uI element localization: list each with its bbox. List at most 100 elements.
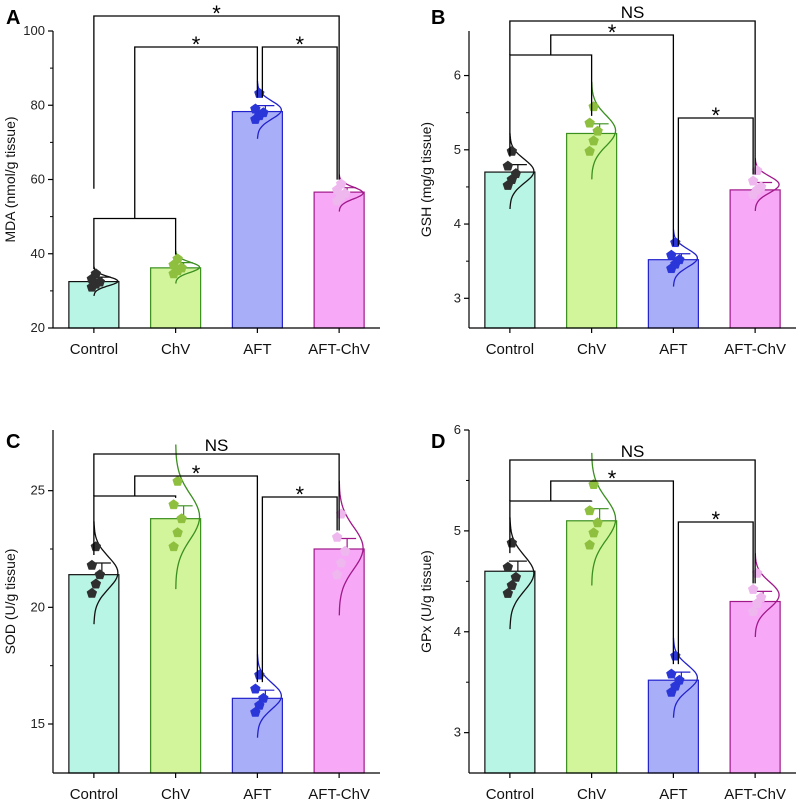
bar-control xyxy=(68,574,120,774)
data-point xyxy=(747,583,759,594)
bar-control xyxy=(484,570,536,774)
bracket-line xyxy=(261,496,338,683)
x-tick-label: AFT-ChV xyxy=(308,786,370,802)
x-tick-label: Control xyxy=(486,786,534,802)
data-point xyxy=(592,125,603,136)
y-tick-label: 60 xyxy=(31,172,45,187)
distribution-curve xyxy=(175,444,201,590)
panel-d: D 3 4 5 6 Control ChV AFT AFT-ChV GPx (U/g tissue… xyxy=(418,422,796,802)
x-tick-label: AFT-ChV xyxy=(308,341,370,358)
y-tick-label: 4 xyxy=(454,624,461,639)
data-point xyxy=(674,674,685,685)
significance-bracket: * xyxy=(509,466,675,665)
y-tick-label: 4 xyxy=(454,216,461,231)
bracket-label: * xyxy=(192,32,201,57)
significance-bracket: * xyxy=(509,20,675,246)
data-point xyxy=(747,175,759,186)
data-point xyxy=(584,505,595,516)
y-tick-label: 25 xyxy=(31,483,45,498)
bar-chv xyxy=(566,132,618,329)
data-point xyxy=(331,531,343,542)
bar-aft-chv xyxy=(729,600,781,774)
bracket-label: * xyxy=(192,461,201,486)
bracket-label: * xyxy=(608,466,617,491)
bracket-label: * xyxy=(295,482,304,507)
bracket-label: NS xyxy=(621,3,645,22)
significance-bracket: NS xyxy=(509,442,756,584)
significance-bracket: * xyxy=(93,1,340,189)
distribution-curve xyxy=(754,553,780,638)
bracket-line xyxy=(93,217,177,270)
data-point xyxy=(755,591,767,602)
x-tick-label: AFT xyxy=(659,341,687,358)
data-point xyxy=(250,103,261,114)
y-tick-label: 5 xyxy=(454,523,461,538)
bracket-line xyxy=(509,20,756,175)
data-point xyxy=(747,606,759,617)
y-tick-label: 20 xyxy=(31,320,45,335)
distribution-curve xyxy=(591,81,617,180)
data-point xyxy=(94,569,106,580)
data-point xyxy=(258,692,269,703)
data-point xyxy=(172,475,183,486)
x-tick-label: AFT xyxy=(243,341,271,358)
data-point xyxy=(584,539,595,550)
x-tick-label: Control xyxy=(486,341,534,358)
panel-letter: A xyxy=(6,7,20,29)
bar-control xyxy=(484,171,536,329)
bracket-line xyxy=(677,521,754,665)
data-point xyxy=(331,569,343,580)
data-point xyxy=(588,527,599,538)
x-tick-label: ChV xyxy=(161,341,190,358)
significance-bracket: * xyxy=(261,482,338,683)
data-point xyxy=(674,254,685,265)
significance-bracket: * xyxy=(93,461,259,683)
y-tick-label: 15 xyxy=(31,716,45,731)
panel-letter: C xyxy=(6,431,20,453)
bracket-line xyxy=(93,15,340,189)
data-point xyxy=(666,668,677,679)
data-point xyxy=(90,578,102,589)
data-point xyxy=(168,541,179,552)
data-point xyxy=(86,587,98,598)
bracket-label: NS xyxy=(205,436,229,455)
bracket-label: * xyxy=(711,507,720,532)
data-point xyxy=(666,249,677,260)
data-point xyxy=(335,178,347,189)
y-axis-label: SOD (U/g tissue) xyxy=(2,549,18,655)
significance-bracket: NS xyxy=(93,436,340,531)
data-point xyxy=(90,268,102,279)
y-axis-label: GPx (U/g tissue) xyxy=(418,550,434,653)
y-tick-label: 3 xyxy=(454,290,461,305)
significance-bracket: NS xyxy=(509,3,756,175)
bracket-line xyxy=(509,459,756,584)
y-axis-label: GSH (mg/g tissue) xyxy=(418,122,434,237)
bracket-label: * xyxy=(711,103,720,128)
x-tick-label: AFT xyxy=(659,786,687,802)
panel-letter: D xyxy=(431,431,445,453)
bracket-line xyxy=(677,117,754,246)
distribution-curve xyxy=(591,452,617,586)
data-point xyxy=(90,541,102,552)
y-tick-label: 80 xyxy=(31,97,45,112)
panel-c: C 15 20 25 Control ChV AFT AFT-ChV SOD (U/g tiss… xyxy=(2,430,380,802)
bracket-line xyxy=(93,453,340,531)
data-point xyxy=(168,499,179,510)
y-axis-label: MDA (nmol/g tissue) xyxy=(2,116,18,242)
x-tick-label: AFT-ChV xyxy=(724,341,786,358)
y-tick-label: 3 xyxy=(454,725,461,740)
y-tick-label: 40 xyxy=(31,246,45,261)
data-point xyxy=(250,683,261,694)
data-point xyxy=(592,517,603,528)
bracket-line xyxy=(261,46,338,180)
y-tick-label: 6 xyxy=(454,422,461,437)
bar-aft-chv xyxy=(313,548,365,774)
y-tick-label: 100 xyxy=(23,23,45,38)
x-tick-label: ChV xyxy=(161,786,190,802)
data-point xyxy=(584,145,595,156)
data-point xyxy=(172,253,183,264)
distribution-curve xyxy=(509,517,535,630)
distribution-curve xyxy=(256,654,283,738)
x-tick-label: ChV xyxy=(577,341,606,358)
distribution-curve xyxy=(338,480,364,616)
